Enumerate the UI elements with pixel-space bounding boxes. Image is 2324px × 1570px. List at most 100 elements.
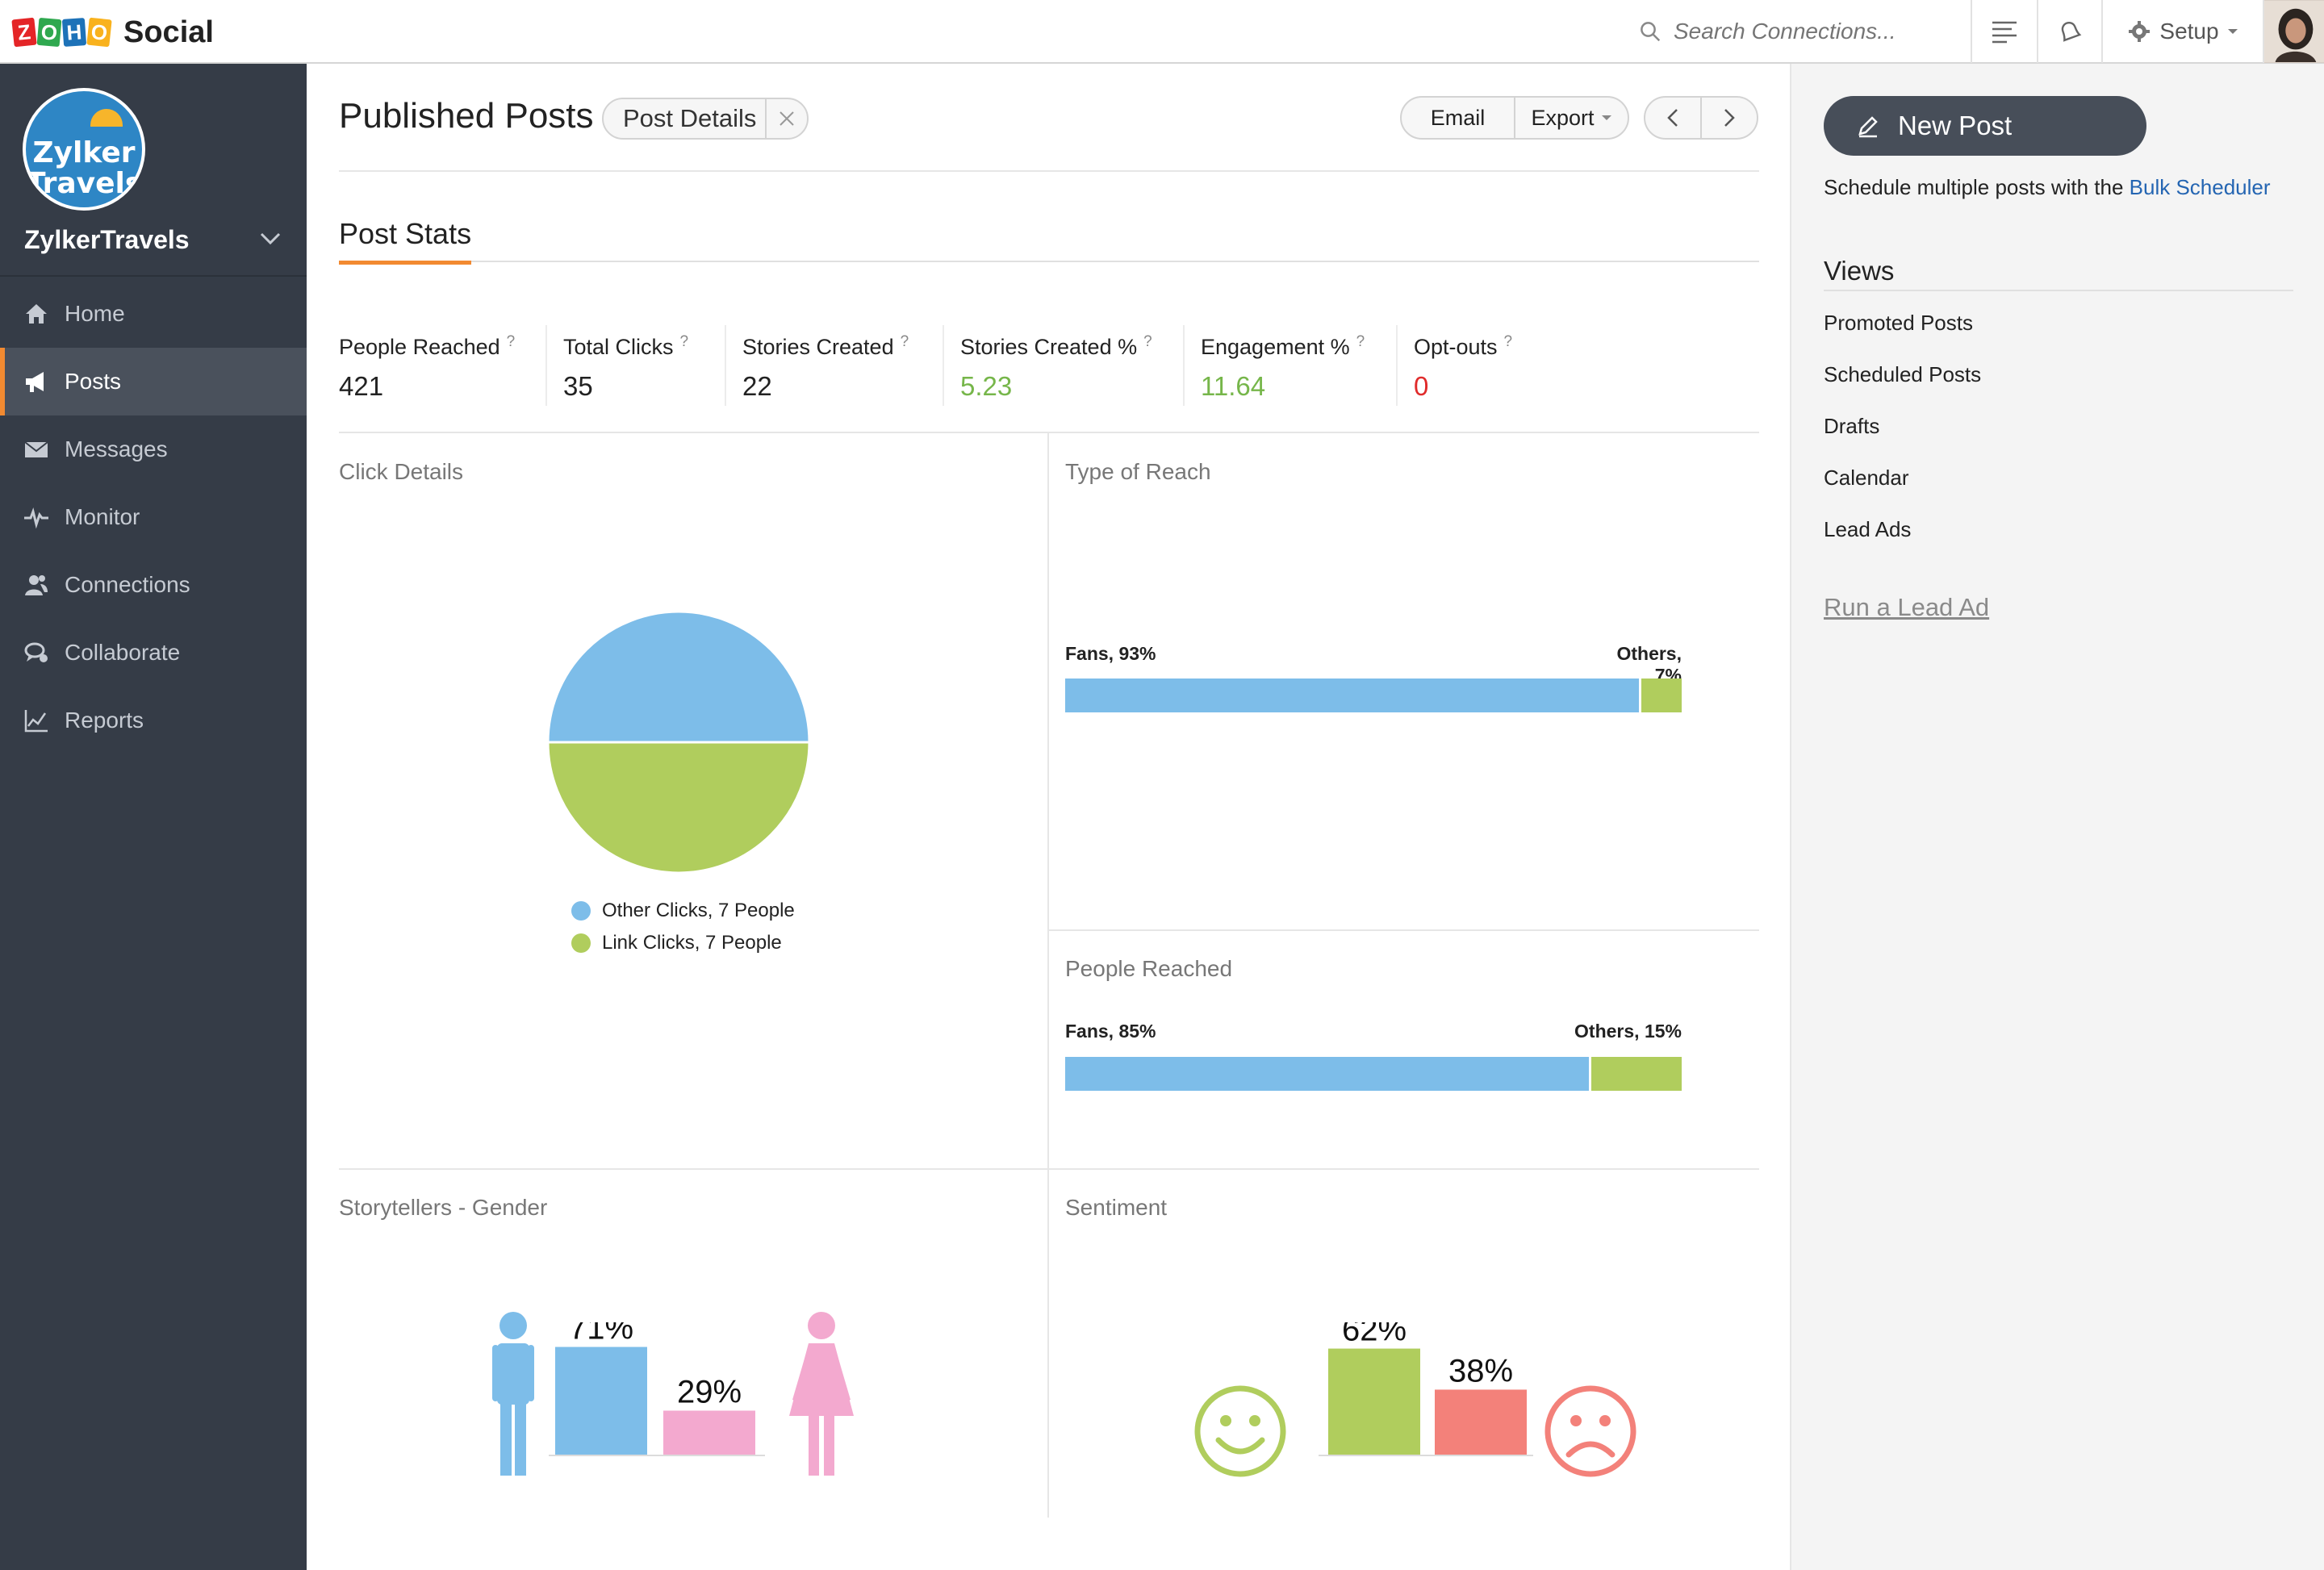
sidebar-item-reports[interactable]: Reports: [0, 687, 307, 754]
stat-value: 35: [563, 371, 593, 401]
avatar-image: [2264, 1, 2324, 62]
stat-value: 22: [742, 371, 772, 401]
search-input[interactable]: [1674, 19, 1948, 44]
sidebar-item-collaborate[interactable]: Collaborate: [0, 619, 307, 687]
tab-underline: [339, 261, 1759, 262]
divider: [0, 275, 307, 277]
search-icon: [1641, 22, 1661, 42]
export-button[interactable]: Export: [1514, 98, 1628, 138]
sidebar-item-connections[interactable]: Connections: [0, 551, 307, 619]
menu-button[interactable]: [1971, 0, 2037, 63]
chevron-down-icon[interactable]: [257, 225, 284, 253]
envelope-icon: [24, 441, 48, 457]
right-panel: New Post Schedule multiple posts with th…: [1790, 64, 2324, 1570]
help-icon[interactable]: ?: [506, 333, 516, 350]
sidebar-item-label: Reports: [65, 708, 144, 733]
user-avatar[interactable]: [2263, 0, 2324, 63]
bar[interactable]: [1328, 1348, 1420, 1455]
home-icon: [26, 304, 47, 324]
view-link-lead-ads[interactable]: Lead Ads: [1824, 517, 1912, 541]
view-link-scheduled-posts[interactable]: Scheduled Posts: [1824, 362, 1982, 386]
chart-icon: [24, 710, 48, 733]
views-list: Promoted Posts Scheduled Posts Drafts Ca…: [1824, 311, 1981, 569]
logo-letter: Z: [11, 17, 37, 48]
chevron-right-icon: [1724, 109, 1735, 127]
post-details-chip[interactable]: Post Details: [602, 98, 809, 140]
caret-down-icon: [1601, 115, 1611, 120]
panel-title-people-reached: People Reached: [1065, 956, 1233, 981]
legend-item: Link Clicks, 7 People: [571, 927, 795, 959]
sidebar-item-monitor[interactable]: Monitor: [0, 483, 307, 551]
bar-segment[interactable]: [1065, 679, 1639, 712]
main-content: Published Posts Post Details Email Expor…: [307, 64, 1790, 1570]
stat-people-reached: People Reached? 421: [339, 325, 545, 406]
bar-segment[interactable]: [1589, 1057, 1682, 1091]
new-post-button[interactable]: New Post: [1824, 96, 2146, 156]
sidebar-item-label: Connections: [65, 572, 190, 597]
bar-segment[interactable]: [1638, 679, 1682, 712]
sun-icon: [90, 109, 123, 127]
setup-menu[interactable]: Setup: [2101, 0, 2263, 63]
sidebar-item-label: Collaborate: [65, 640, 181, 665]
stat-engagement-pct: Engagement %? 11.64: [1183, 325, 1396, 406]
stat-value: 421: [339, 371, 384, 401]
bar-segment[interactable]: [1065, 1057, 1590, 1091]
view-link-calendar[interactable]: Calendar: [1824, 466, 1909, 490]
export-label: Export: [1531, 105, 1595, 130]
next-button[interactable]: [1700, 98, 1757, 138]
sad-face-icon: [1544, 1385, 1636, 1477]
email-button[interactable]: Email: [1402, 98, 1514, 138]
sidebar-item-messages[interactable]: Messages: [0, 415, 307, 483]
notifications-button[interactable]: [2037, 0, 2101, 63]
stat-opt-outs: Opt-outs? 0: [1396, 325, 1598, 406]
gear-icon: [2129, 21, 2151, 42]
top-bar: Z O H O Social Setup: [0, 0, 2324, 64]
stat-value: 11.64: [1201, 371, 1266, 401]
panel-divider: [1047, 433, 1049, 1518]
panel-divider: [1049, 929, 1759, 931]
legend-swatch: [571, 933, 591, 953]
bar[interactable]: [1435, 1389, 1527, 1455]
brand[interactable]: Z O H O Social: [11, 15, 214, 50]
view-link-drafts[interactable]: Drafts: [1824, 414, 1880, 438]
bar-value-label: 38%: [1448, 1353, 1513, 1388]
divider: [339, 170, 1759, 172]
bar[interactable]: [663, 1410, 755, 1455]
search-box[interactable]: [1638, 11, 1961, 52]
stat-label: Total Clicks?: [563, 333, 689, 359]
gender-bar-chart: 71% 29%: [549, 1322, 765, 1456]
help-icon[interactable]: ?: [1143, 333, 1152, 350]
sidebar-item-posts[interactable]: Posts: [0, 348, 307, 415]
sidebar-item-label: Posts: [65, 369, 122, 394]
bar[interactable]: [555, 1347, 647, 1455]
logo-letter: H: [61, 18, 87, 47]
pie-slice[interactable]: [546, 741, 811, 875]
stat-label: Stories Created?: [742, 333, 909, 359]
chevron-left-icon: [1667, 109, 1678, 127]
help-icon[interactable]: ?: [1356, 333, 1365, 350]
previous-button[interactable]: [1645, 98, 1700, 138]
panel-title-storytellers-gender: Storytellers - Gender: [339, 1195, 548, 1220]
run-lead-ad-link[interactable]: Run a Lead Ad: [1824, 593, 1990, 621]
help-icon[interactable]: ?: [900, 333, 909, 350]
bar-value-label: 29%: [677, 1374, 742, 1409]
people-reached-bar: [1065, 1057, 1682, 1091]
stat-label: People Reached?: [339, 333, 516, 359]
pie-slice[interactable]: [546, 610, 811, 744]
view-link-promoted-posts[interactable]: Promoted Posts: [1824, 311, 1973, 335]
org-logo-text: Travels: [26, 167, 143, 200]
bulk-scheduler-link[interactable]: Bulk Scheduler: [2129, 175, 2271, 199]
org-name[interactable]: ZylkerTravels: [24, 225, 190, 254]
stat-value: 0: [1414, 371, 1429, 401]
menu-lines-icon: [1992, 21, 2017, 44]
setup-label: Setup: [2159, 19, 2219, 44]
close-chip-button[interactable]: [765, 99, 807, 138]
sidebar-item-home[interactable]: Home: [0, 280, 307, 348]
help-icon[interactable]: ?: [1503, 333, 1513, 350]
pie-legend: Other Clicks, 7 People Link Clicks, 7 Pe…: [571, 895, 795, 959]
logo-letter: O: [86, 17, 112, 48]
panel-title-sentiment: Sentiment: [1065, 1195, 1168, 1220]
tab-post-stats[interactable]: Post Stats: [339, 217, 472, 265]
help-icon[interactable]: ?: [679, 333, 689, 350]
megaphone-icon: [26, 372, 44, 392]
